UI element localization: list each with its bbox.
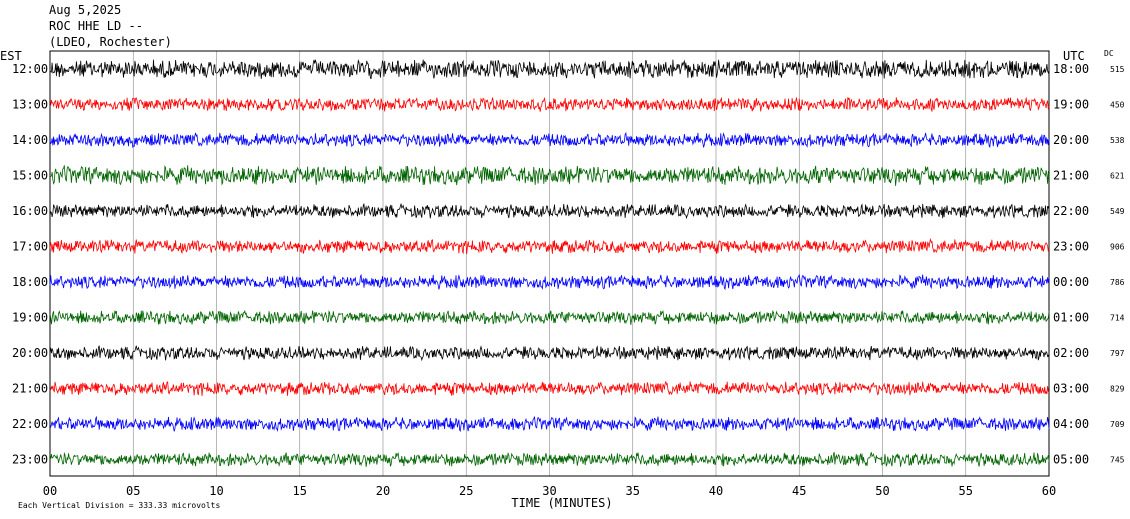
est-label-16:00: 16:00 [12, 204, 48, 218]
utc-label-20:00: 20:00 [1053, 133, 1089, 147]
trace-row-22:00 [49, 415, 1050, 433]
est-label-17:00: 17:00 [12, 240, 48, 254]
utc-label-18:00: 18:00 [1053, 62, 1089, 76]
utc-label-02:00: 02:00 [1053, 346, 1089, 360]
trace-row-14:00 [49, 131, 1050, 149]
plot-frame [49, 50, 1050, 477]
est-label-18:00: 18:00 [12, 275, 48, 289]
est-label-20:00: 20:00 [12, 346, 48, 360]
plot-date: Aug 5,2025 [49, 3, 122, 17]
dc-value-17:00: 906 [1110, 243, 1125, 252]
trace-row-21:00 [49, 381, 1050, 396]
scale-note: Each Vertical Division = 333.33 microvol… [18, 501, 220, 510]
est-label-21:00: 21:00 [12, 382, 48, 396]
dc-header-label: DC [1104, 49, 1114, 58]
dc-value-20:00: 797 [1110, 349, 1125, 358]
trace-row-17:00 [49, 237, 1050, 255]
station-code: ROC HHE LD -- [49, 19, 143, 33]
utc-label-22:00: 22:00 [1053, 204, 1089, 218]
dc-value-15:00: 621 [1110, 172, 1125, 181]
dc-value-19:00: 714 [1110, 314, 1125, 323]
dc-value-12:00: 515 [1110, 65, 1125, 74]
trace-row-16:00 [49, 203, 1050, 220]
utc-label-19:00: 19:00 [1053, 98, 1089, 112]
utc-label-21:00: 21:00 [1053, 169, 1089, 183]
dc-value-23:00: 745 [1110, 456, 1125, 465]
trace-row-19:00 [49, 309, 1050, 326]
est-label-23:00: 23:00 [12, 453, 48, 467]
x-tick-35: 35 [626, 484, 640, 498]
x-tick-25: 25 [459, 484, 473, 498]
x-tick-05: 05 [126, 484, 140, 498]
x-axis-title: TIME (MINUTES) [511, 496, 612, 510]
time-gridlines [49, 51, 1050, 476]
dc-value-22:00: 709 [1110, 420, 1125, 429]
x-tick-55: 55 [959, 484, 973, 498]
utc-label-05:00: 05:00 [1053, 453, 1089, 467]
axis-labels: 12:00 18:00 515 13:00 19:00 450 14:00 20:00 538 1… [0, 49, 1125, 510]
right-axis-label: UTC [1063, 49, 1085, 63]
dc-value-16:00: 549 [1110, 207, 1125, 216]
x-tick-10: 10 [209, 484, 223, 498]
x-tick-40: 40 [709, 484, 723, 498]
est-label-14:00: 14:00 [12, 133, 48, 147]
trace-row-18:00 [49, 273, 1050, 291]
x-tick-45: 45 [792, 484, 806, 498]
seismic-traces [49, 58, 1050, 467]
x-tick-15: 15 [293, 484, 307, 498]
trace-row-12:00 [49, 58, 1050, 80]
trace-row-15:00 [49, 164, 1050, 186]
utc-label-23:00: 23:00 [1053, 240, 1089, 254]
utc-label-01:00: 01:00 [1053, 311, 1089, 325]
x-tick-20: 20 [376, 484, 390, 498]
x-tick-30: 30 [542, 484, 556, 498]
utc-label-03:00: 03:00 [1053, 382, 1089, 396]
dc-value-18:00: 786 [1110, 278, 1125, 287]
dc-value-14:00: 538 [1110, 136, 1125, 145]
utc-label-00:00: 00:00 [1053, 275, 1089, 289]
est-label-15:00: 15:00 [12, 169, 48, 183]
left-axis-label: EST [0, 49, 22, 63]
x-tick-00: 00 [43, 484, 57, 498]
x-tick-50: 50 [875, 484, 889, 498]
est-label-12:00: 12:00 [12, 62, 48, 76]
trace-row-23:00 [49, 451, 1050, 467]
utc-label-04:00: 04:00 [1053, 417, 1089, 431]
trace-row-13:00 [49, 96, 1050, 113]
dc-value-13:00: 450 [1110, 101, 1125, 110]
x-tick-60: 60 [1042, 484, 1056, 498]
trace-row-20:00 [49, 345, 1050, 362]
est-label-22:00: 22:00 [12, 417, 48, 431]
est-label-19:00: 19:00 [12, 311, 48, 325]
est-label-13:00: 13:00 [12, 98, 48, 112]
dc-value-21:00: 829 [1110, 385, 1125, 394]
network-name: (LDEO, Rochester) [49, 35, 172, 49]
